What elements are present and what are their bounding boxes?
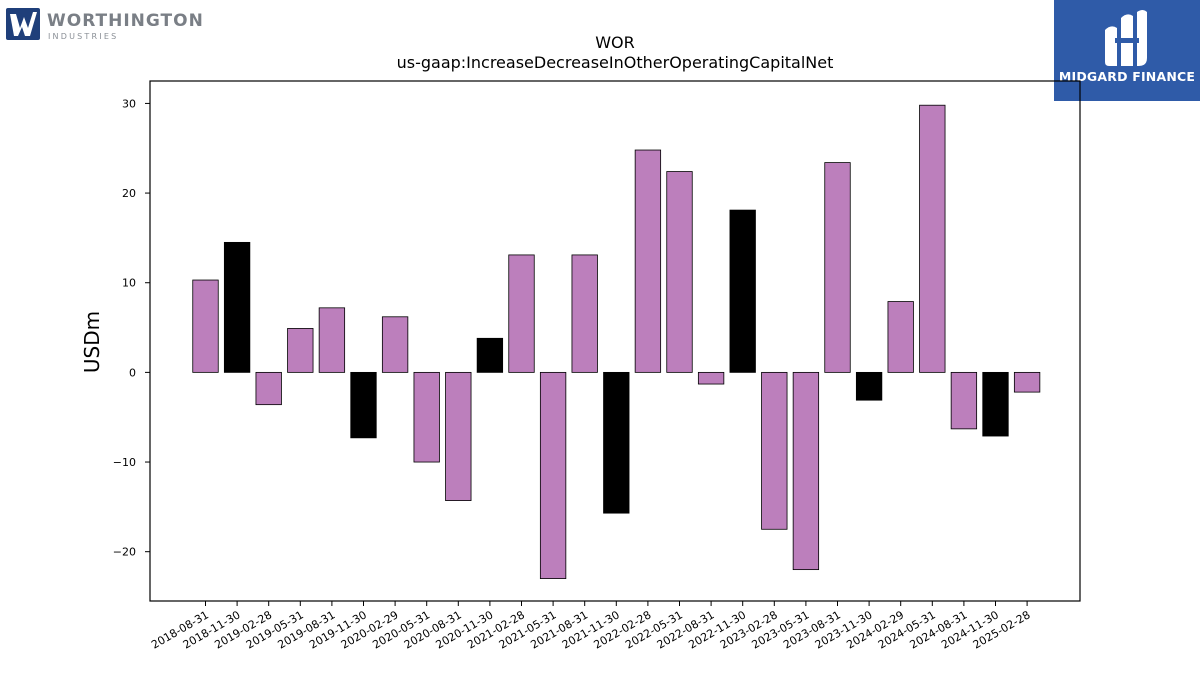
midgard-logo-name: MIDGARD FINANCE — [1058, 69, 1196, 84]
bar-2021-05-31 — [539, 371, 567, 579]
bar-2020-08-31 — [445, 371, 472, 501]
bar-2018-08-31 — [192, 279, 219, 373]
bar-2022-11-30 — [729, 209, 756, 373]
x-axis: 2018-08-312018-11-302019-02-282019-05-31… — [149, 601, 1033, 652]
bar-2022-08-31 — [697, 371, 725, 385]
midgard-logo-icon — [1105, 10, 1147, 66]
bar-2019-11-30 — [350, 371, 377, 439]
plot-frame — [149, 80, 1081, 602]
y-axis-label: USDm — [80, 311, 104, 373]
bar-2025-02-28 — [1013, 371, 1041, 393]
bar-2021-11-30 — [603, 371, 630, 514]
worthington-logo: WORTHINGTON INDUSTRIES — [6, 8, 206, 44]
bar-2021-08-31 — [571, 254, 598, 373]
bar-2022-05-31 — [666, 171, 693, 373]
y-tick-label: 20 — [122, 187, 136, 200]
bar-2024-02-29 — [887, 301, 914, 373]
bar-2019-02-28 — [255, 371, 282, 406]
y-tick-label: −20 — [113, 546, 136, 559]
y-tick-label: 0 — [129, 366, 136, 379]
bar-2020-05-31 — [413, 371, 440, 463]
midgard-finance-logo: MIDGARD FINANCE — [1054, 0, 1200, 101]
worthington-logo-subtitle: INDUSTRIES — [48, 32, 119, 41]
worthington-logo-name: WORTHINGTON — [47, 11, 204, 31]
y-tick-label: 30 — [122, 97, 136, 110]
bar-2018-11-30 — [223, 241, 251, 373]
bar-2023-11-30 — [855, 371, 883, 401]
y-tick-label: −10 — [113, 456, 136, 469]
bar-2020-02-29 — [381, 316, 409, 373]
worthington-logo-icon — [6, 8, 40, 40]
bar-2022-02-28 — [634, 149, 662, 373]
chart-title: WOR — [595, 33, 635, 52]
bar-2023-02-28 — [761, 371, 788, 530]
y-axis: −20 −10 0 10 20 30 — [113, 97, 150, 559]
bar-2021-02-28 — [508, 254, 535, 373]
bar-2024-11-30 — [982, 371, 1009, 437]
bar-2019-05-31 — [287, 328, 314, 373]
bars-layer — [192, 104, 1041, 579]
bar-2020-11-30 — [476, 337, 504, 373]
bar-2023-05-31 — [792, 371, 820, 571]
bar-2024-05-31 — [919, 104, 946, 373]
bar-2019-08-31 — [318, 307, 346, 373]
bar-2023-08-31 — [824, 162, 851, 373]
chart-subtitle: us-gaap:IncreaseDecreaseInOtherOperating… — [397, 53, 834, 72]
bar-2024-08-31 — [950, 371, 978, 430]
y-tick-label: 10 — [122, 277, 136, 290]
